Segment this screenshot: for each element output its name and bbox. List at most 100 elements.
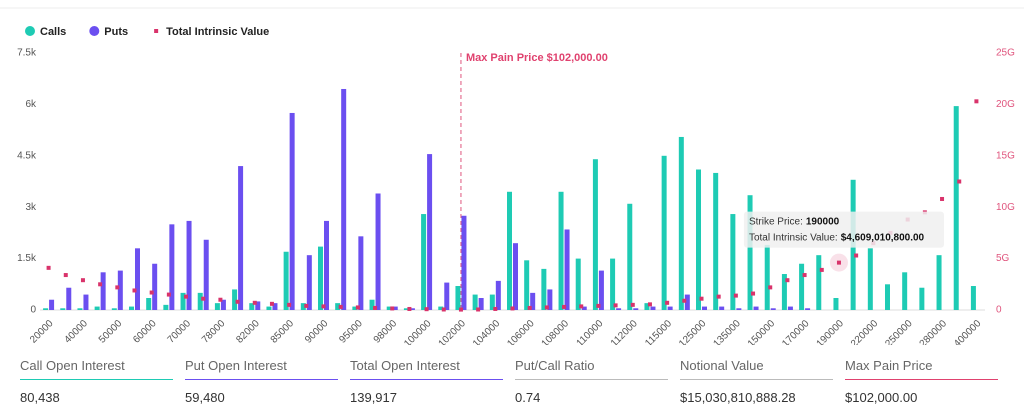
- bar: [770, 308, 776, 310]
- bar: [403, 308, 409, 310]
- bar: [232, 289, 238, 310]
- stat-label: Max Pain Price: [845, 358, 998, 380]
- bar: [524, 260, 530, 310]
- bar: [129, 306, 134, 310]
- x-tick-label: 50000: [97, 318, 125, 345]
- y2-tick-label: 25G: [996, 48, 1015, 59]
- bar: [203, 239, 209, 310]
- x-tick-label: 108000: [540, 318, 572, 345]
- bar: [902, 272, 908, 310]
- intrinsic-dot: [287, 302, 292, 307]
- intrinsic-dot: [46, 265, 51, 270]
- bar: [730, 214, 736, 310]
- bar: [49, 299, 55, 310]
- legend-label: Total Intrinsic Value: [166, 26, 269, 38]
- stat-value: 80,438: [20, 390, 60, 405]
- y-tick-label: 1.5k: [17, 253, 37, 264]
- bar: [736, 308, 742, 310]
- bar: [747, 195, 753, 310]
- bar: [409, 308, 415, 310]
- bar: [197, 292, 203, 310]
- intrinsic-dot: [974, 99, 979, 104]
- stat: Put/Call Ratio 0.74: [515, 358, 668, 405]
- bar: [713, 172, 719, 310]
- bar: [478, 298, 484, 310]
- y2-tick-label: 15G: [996, 150, 1015, 161]
- bar: [352, 306, 358, 310]
- intrinsic-dot: [493, 306, 498, 311]
- bar: [592, 159, 598, 310]
- x-tick-label: 125000: [677, 318, 709, 345]
- intrinsic-dot: [510, 306, 515, 311]
- intrinsic-dot: [355, 305, 360, 310]
- tooltip-box: [743, 211, 944, 248]
- max-pain-label: Max Pain Price $102,000.00: [466, 52, 608, 64]
- x-tick-label: 98000: [372, 318, 400, 345]
- intrinsic-dot: [802, 273, 807, 278]
- bar: [541, 268, 547, 310]
- bar: [43, 308, 49, 310]
- intrinsic-dot: [527, 305, 532, 310]
- intrinsic-dot: [579, 304, 584, 309]
- bar: [936, 255, 942, 310]
- x-tick-label: 85000: [269, 318, 297, 345]
- bar: [513, 243, 518, 310]
- bar: [186, 220, 192, 310]
- y-tick-label: 7.5k: [17, 48, 37, 59]
- bar: [255, 301, 261, 310]
- bar: [335, 303, 341, 310]
- bar: [392, 306, 398, 310]
- bar: [495, 280, 501, 310]
- y2-tick-label: 20G: [996, 99, 1015, 110]
- bar: [547, 289, 553, 310]
- bar: [633, 308, 639, 310]
- bar: [696, 169, 701, 310]
- legend-marker: [25, 26, 35, 36]
- bar: [214, 303, 220, 310]
- intrinsic-dot: [441, 307, 446, 312]
- y-tick-label: 3k: [25, 202, 37, 213]
- x-tick-label: 135000: [711, 318, 743, 345]
- bar: [77, 308, 83, 310]
- intrinsic-dot: [940, 196, 945, 201]
- intrinsic-dot: [390, 306, 395, 311]
- bar: [507, 191, 512, 310]
- y2-tick-label: 10G: [996, 202, 1015, 213]
- stat: Put Open Interest 59,480: [185, 358, 338, 405]
- intrinsic-dot: [269, 301, 274, 306]
- intrinsic-dot: [699, 296, 704, 301]
- legend-marker: [154, 29, 159, 33]
- stat-label: Put/Call Ratio: [515, 358, 668, 380]
- x-tick-label: 95000: [337, 318, 365, 345]
- legend-marker: [89, 26, 100, 36]
- x-tick-label: 110000: [575, 318, 606, 345]
- bar: [455, 286, 461, 310]
- intrinsic-dot: [733, 293, 738, 298]
- intrinsic-dot: [716, 294, 721, 299]
- bar: [135, 248, 140, 310]
- intrinsic-dot: [785, 278, 790, 283]
- stat-label: Total Open Interest: [350, 358, 503, 380]
- y-tick-label: 6k: [25, 99, 37, 110]
- intrinsic-dot: [304, 303, 309, 308]
- intrinsic-dot: [218, 297, 223, 302]
- bar: [644, 303, 650, 310]
- tooltip-value: $4,609,010,800.00: [841, 232, 925, 243]
- intrinsic-dot: [768, 285, 773, 290]
- y2-tick-label: 5G: [996, 253, 1010, 264]
- bar: [833, 298, 839, 310]
- x-tick-label: 220000: [849, 318, 881, 345]
- bar: [111, 308, 117, 310]
- y-tick-label: 0: [30, 305, 36, 316]
- bar: [598, 270, 604, 310]
- bar: [799, 263, 805, 310]
- intrinsic-dot: [201, 296, 206, 301]
- bar: [152, 263, 158, 310]
- bar: [117, 270, 123, 310]
- bar: [283, 251, 289, 310]
- bar: [781, 274, 787, 310]
- stat: Max Pain Price $102,000.00: [845, 358, 998, 405]
- chart: Calls Puts Total Intrinsic Value 0 1.5k 3k 4.5…: [0, 7, 1024, 345]
- bar: [678, 136, 684, 310]
- stat: Call Open Interest 80,438: [20, 358, 173, 405]
